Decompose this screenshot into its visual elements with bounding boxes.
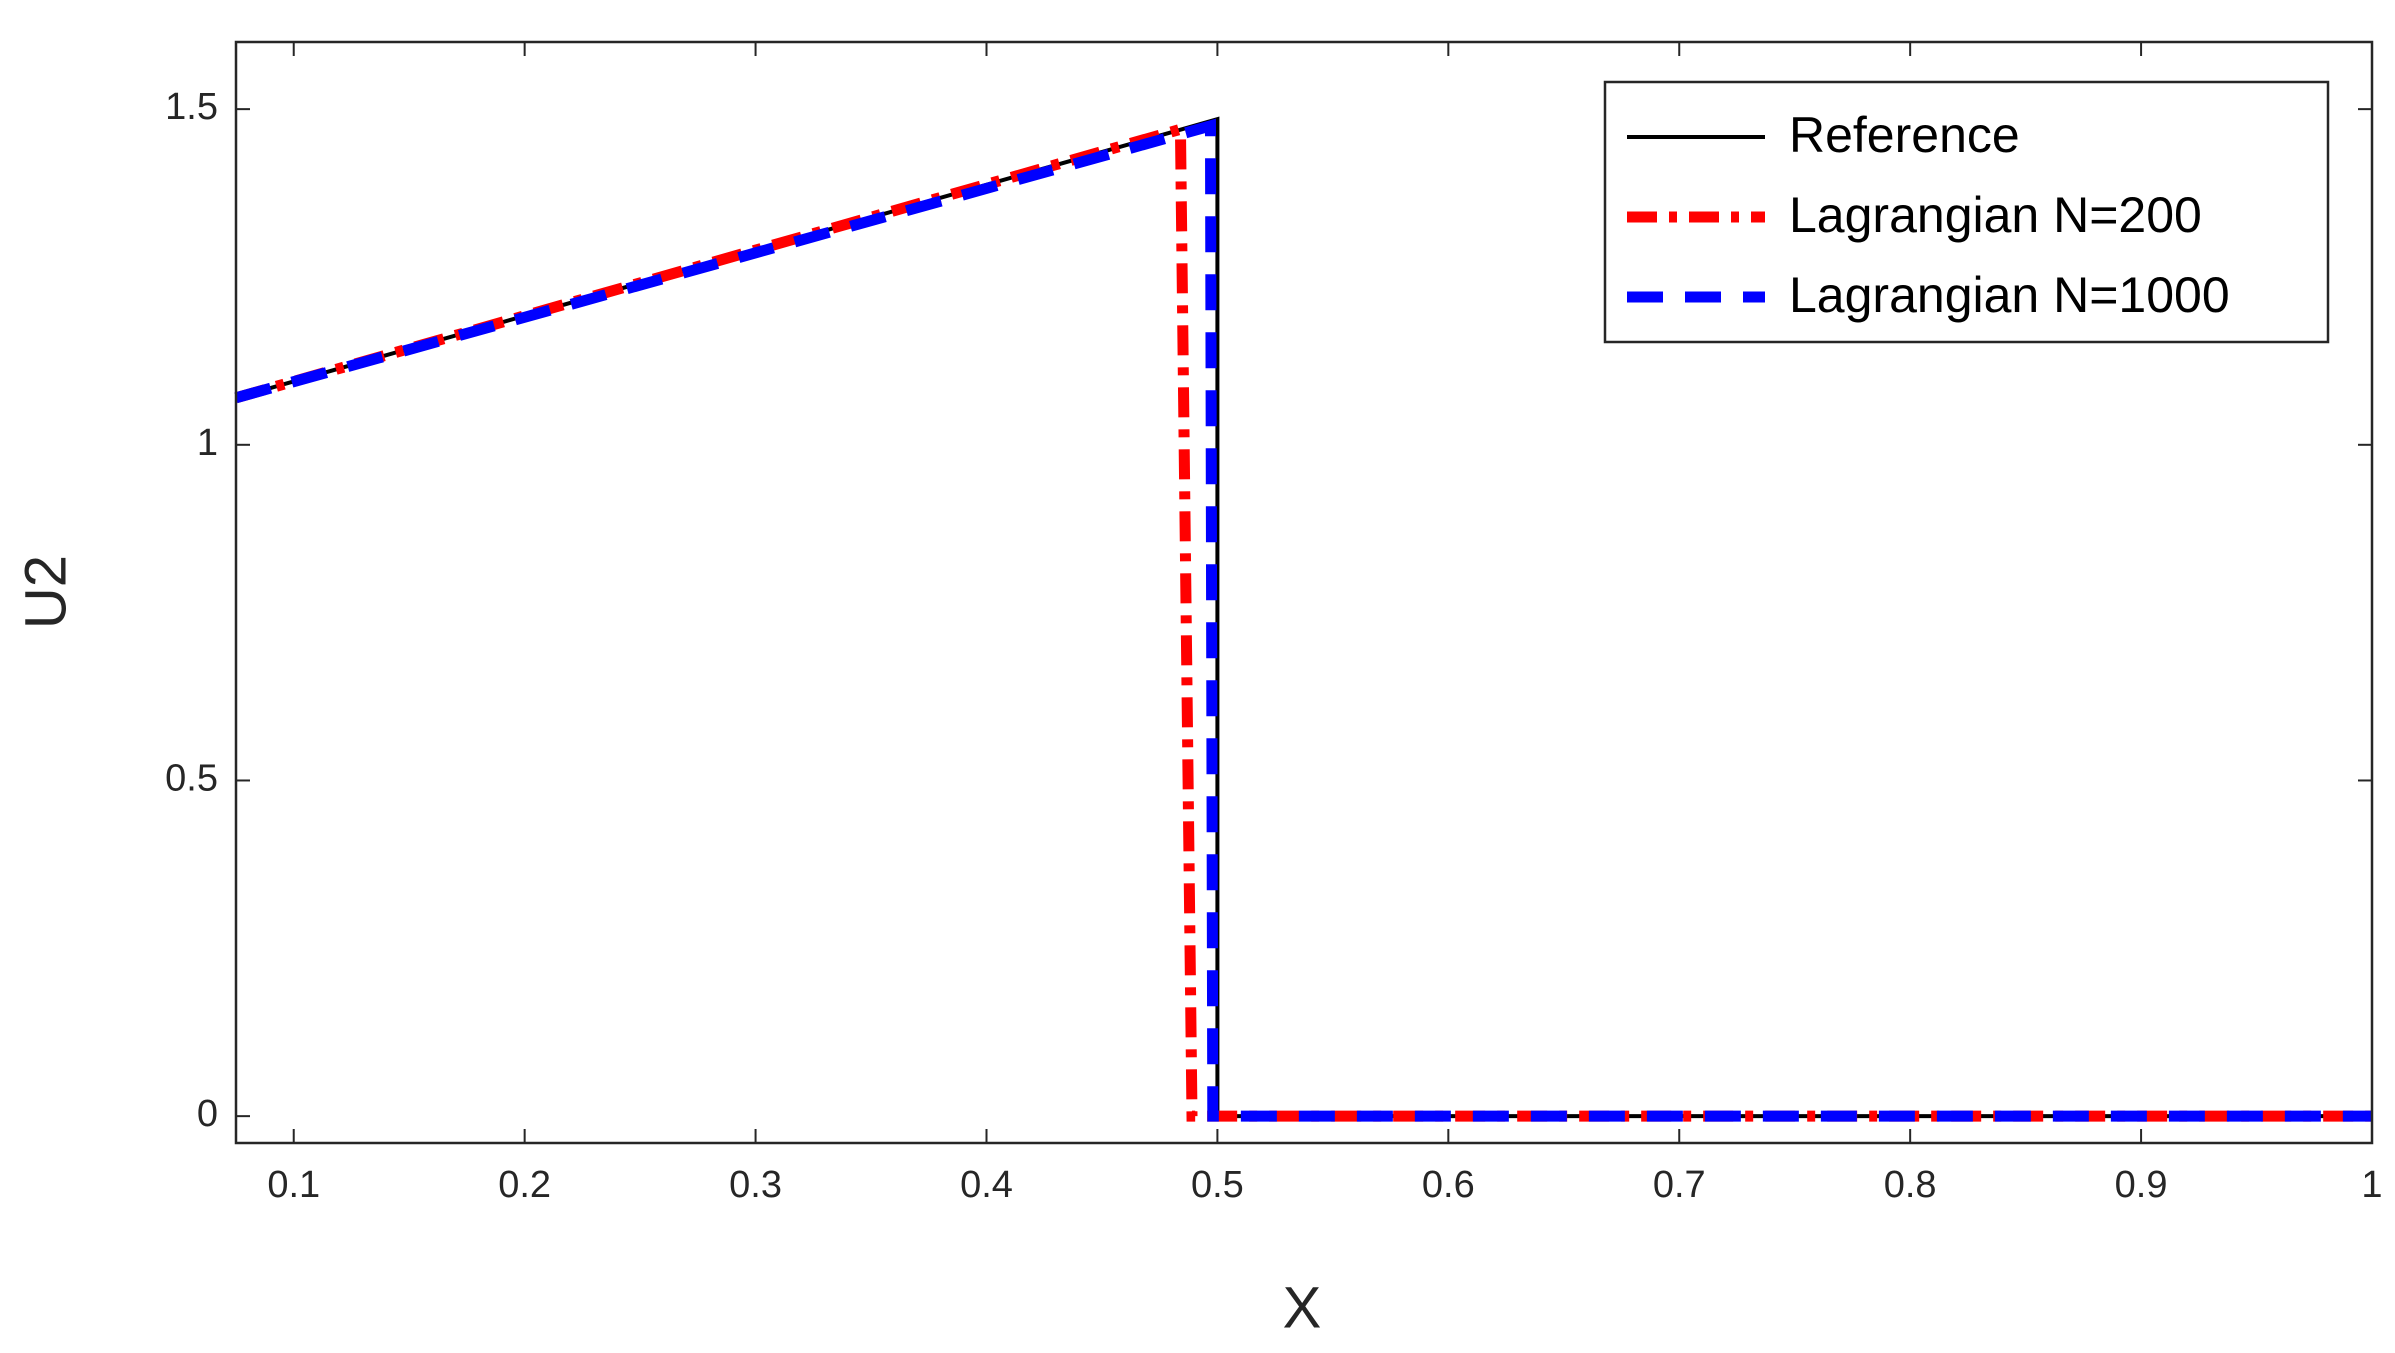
x-tick-label: 0.3	[729, 1164, 782, 1206]
plot-frame	[234, 40, 2374, 1145]
x-tick-label: 0.7	[1653, 1164, 1706, 1206]
y-tick-label: 1	[197, 422, 218, 464]
x-axis-label: X	[1283, 1275, 1322, 1340]
series-line	[234, 118, 2372, 1122]
x-tick-label: 0.2	[498, 1164, 551, 1206]
legend-box	[1603, 80, 2330, 344]
x-tick-label: 1	[2361, 1164, 2382, 1206]
legend-label: Reference	[1789, 107, 2020, 163]
x-tick-label: 0.1	[267, 1164, 320, 1206]
y-tick-label: 0	[197, 1093, 218, 1135]
y-tick-label: 1.5	[165, 86, 218, 128]
x-tick-label: 0.6	[1422, 1164, 1475, 1206]
x-tick-label: 0.5	[1191, 1164, 1244, 1206]
legend-label: Lagrangian N=1000	[1789, 267, 2230, 323]
x-tick-label: 0.9	[2115, 1164, 2168, 1206]
y-tick-label: 0.5	[165, 758, 218, 800]
y-axis-label: U2	[13, 555, 78, 629]
legend-label: Lagrangian N=200	[1789, 187, 2202, 243]
x-tick-label: 0.8	[1884, 1164, 1937, 1206]
x-tick-label: 0.4	[960, 1164, 1013, 1206]
